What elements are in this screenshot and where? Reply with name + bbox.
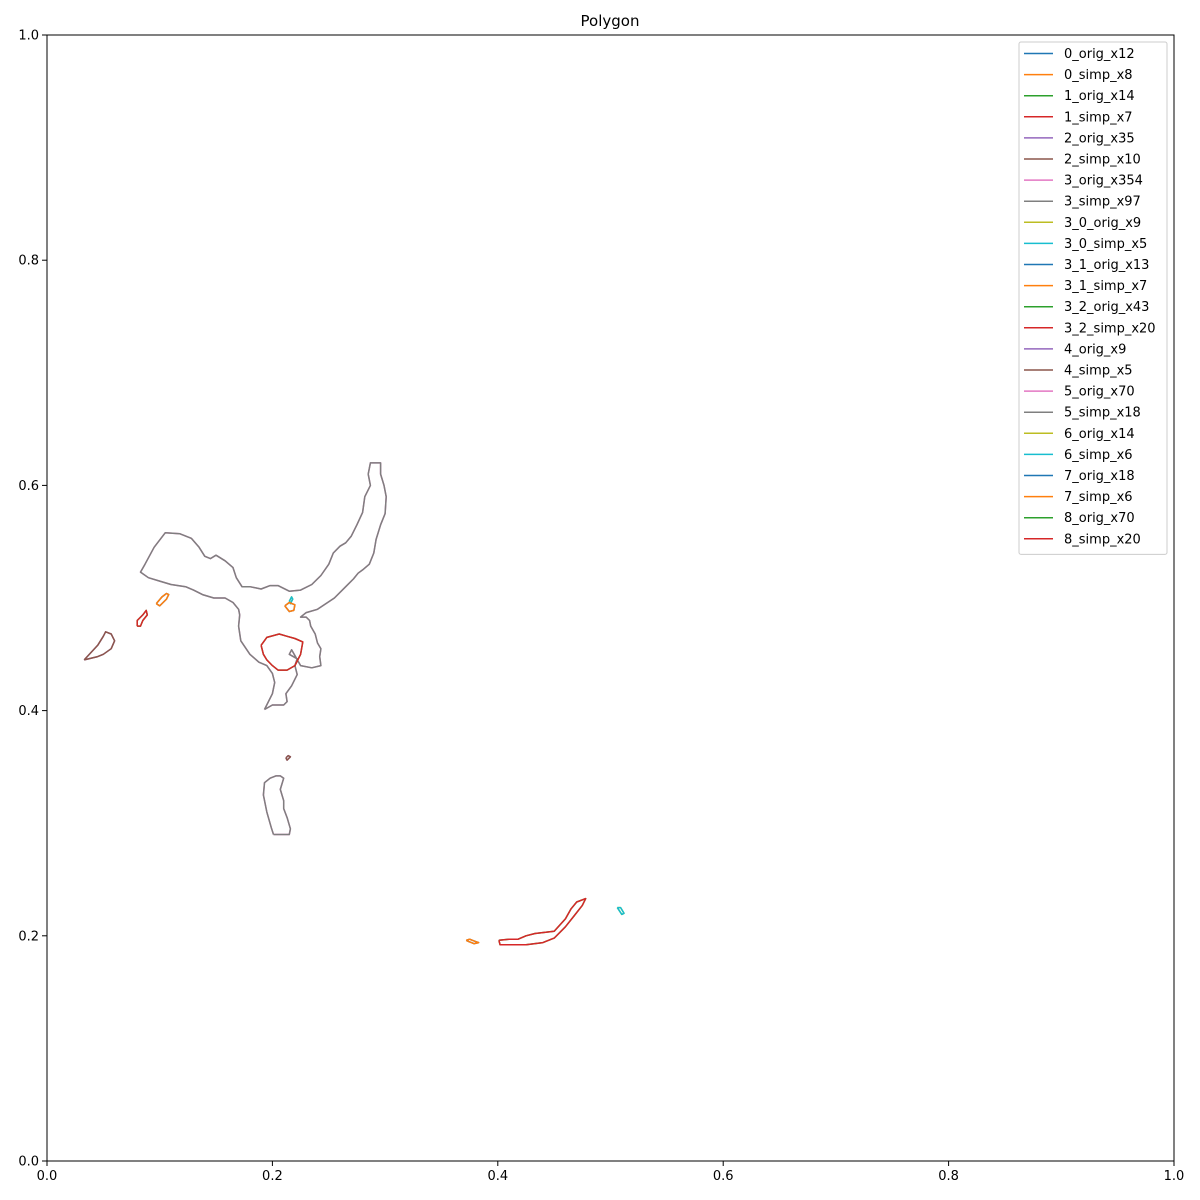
series-line-3 (136, 609, 149, 627)
series-line-16 (262, 775, 292, 836)
legend-label: 2_simp_x10 (1064, 153, 1141, 168)
chart-title: Polygon (581, 12, 640, 30)
legend-label: 1_orig_x14 (1064, 89, 1135, 104)
legend-label: 2_orig_x35 (1064, 131, 1135, 146)
legend-label: 3_0_simp_x5 (1064, 237, 1147, 252)
x-tick-label: 0.4 (487, 1169, 508, 1184)
series-line-15 (285, 754, 292, 761)
legend-label: 6_simp_x6 (1064, 448, 1133, 463)
legend-label: 6_orig_x14 (1064, 427, 1135, 442)
legend-label: 8_orig_x70 (1064, 511, 1135, 526)
legend-label: 0_simp_x8 (1064, 68, 1133, 83)
legend-label: 3_1_simp_x7 (1064, 279, 1147, 294)
x-tick-label: 0.8 (938, 1169, 959, 1184)
x-tick-label: 0.2 (262, 1169, 283, 1184)
series-line-5 (83, 631, 116, 661)
legend-frame (1018, 41, 1168, 555)
y-tick-label: 0.8 (18, 254, 39, 269)
legend-label: 5_simp_x18 (1064, 406, 1141, 421)
series-line-21 (465, 938, 480, 945)
y-tick-label: 1.0 (18, 29, 39, 44)
series-line-22 (498, 897, 587, 946)
series-line-17 (262, 775, 292, 836)
legend-label: 4_simp_x5 (1064, 364, 1133, 379)
series-line-11 (284, 601, 296, 613)
x-tick-label: 1.0 (1164, 1169, 1185, 1184)
legend-label: 3_0_orig_x9 (1064, 216, 1141, 231)
series-layer (83, 462, 625, 946)
legend-label: 3_1_orig_x13 (1064, 258, 1149, 273)
x-tick-label: 0.0 (37, 1169, 58, 1184)
legend-label: 5_orig_x70 (1064, 385, 1135, 400)
y-tick-label: 0.0 (18, 1155, 39, 1170)
legend-label: 1_simp_x7 (1064, 110, 1133, 125)
series-line-19 (616, 906, 625, 916)
axes-layer: 0.0 0.2 0.4 0.6 0.8 1.0 0.0 0.2 0.4 0.6 0.8 1.0 (18, 29, 1184, 1185)
y-tick-label: 0.6 (18, 479, 39, 494)
series-line-13 (260, 633, 304, 671)
series-line-1 (155, 592, 170, 607)
y-tick-label: 0.2 (18, 929, 39, 944)
legend-label: 7_orig_x18 (1064, 469, 1135, 484)
legend-label: 4_orig_x9 (1064, 342, 1126, 357)
legend-label: 8_simp_x20 (1064, 532, 1141, 547)
legend: 0_orig_x12 0_simp_x8 1_orig_x14 1_simp_x7 2_… (1018, 41, 1168, 555)
series-line-23 (498, 897, 587, 946)
legend-label: 3_orig_x354 (1064, 174, 1143, 189)
legend-label: 3_simp_x97 (1064, 195, 1141, 210)
x-tick-label: 0.6 (713, 1169, 734, 1184)
plot-frame (46, 34, 1175, 1162)
y-tick-label: 0.4 (18, 704, 39, 719)
legend-label: 3_2_orig_x43 (1064, 300, 1149, 315)
series-line-7 (139, 462, 387, 711)
legend-label: 0_orig_x12 (1064, 47, 1135, 62)
legend-label: 3_2_simp_x20 (1064, 321, 1156, 336)
legend-label: 7_simp_x6 (1064, 490, 1133, 505)
